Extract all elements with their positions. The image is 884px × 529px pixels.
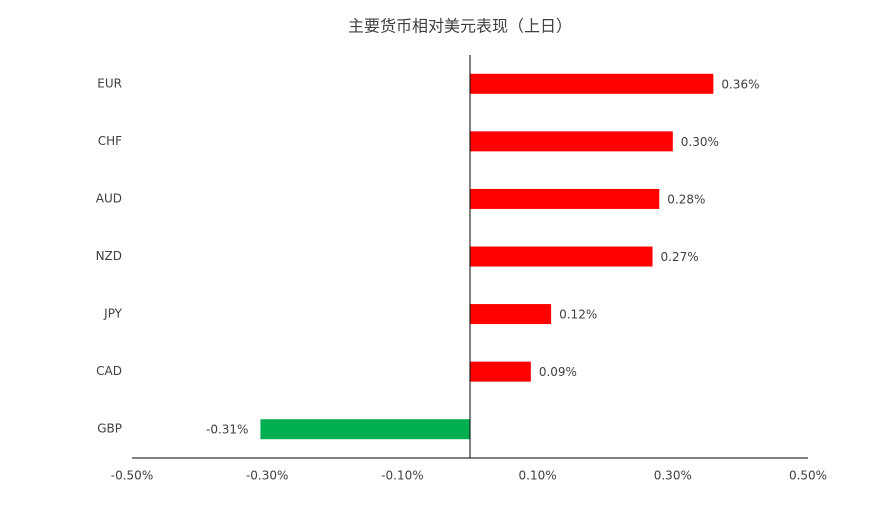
- value-label: 0.09%: [539, 365, 577, 379]
- bar: [470, 361, 531, 382]
- value-label: 0.30%: [681, 135, 719, 149]
- x-tick-label: 0.30%: [654, 469, 692, 483]
- bar: [470, 131, 673, 152]
- y-tick-label: EUR: [97, 76, 122, 90]
- x-tick-label: 0.10%: [519, 469, 557, 483]
- x-tick-label: -0.10%: [381, 469, 423, 483]
- bar: [470, 188, 660, 209]
- value-label: 0.12%: [559, 308, 597, 322]
- bar: [470, 246, 653, 267]
- x-tick-label: 0.50%: [789, 469, 827, 483]
- value-label: 0.28%: [667, 192, 705, 206]
- y-tick-label: GBP: [97, 422, 122, 436]
- y-tick-label: CAD: [96, 364, 122, 378]
- chart-title: 主要货币相对美元表现（上日）: [348, 17, 572, 36]
- bar: [260, 419, 470, 440]
- y-tick-label: CHF: [98, 134, 122, 148]
- x-tick-label: -0.30%: [246, 469, 288, 483]
- x-tick-label: -0.50%: [111, 469, 153, 483]
- bar: [470, 73, 714, 94]
- y-tick-label: NZD: [96, 249, 122, 263]
- value-label: 0.27%: [661, 250, 699, 264]
- y-tick-label: JPY: [103, 307, 123, 321]
- y-tick-label: AUD: [96, 191, 122, 205]
- bar: [470, 304, 552, 325]
- value-label: -0.31%: [206, 423, 248, 437]
- value-label: 0.36%: [721, 77, 759, 91]
